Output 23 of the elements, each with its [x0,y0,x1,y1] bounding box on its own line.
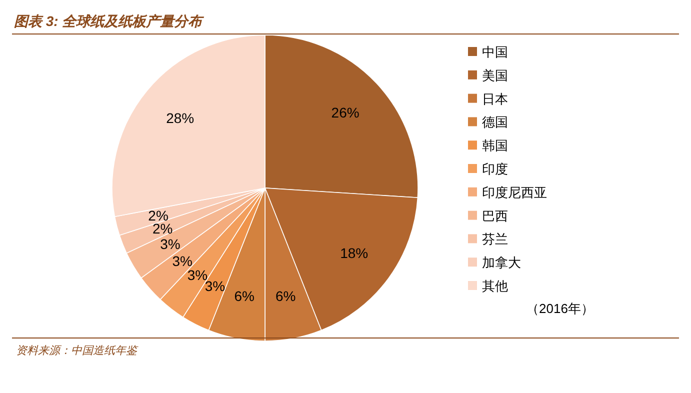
legend-label: 印度 [482,162,508,176]
data-label: 6% [234,288,254,304]
legend-label: 巴西 [482,208,508,224]
legend-label: 日本 [482,91,508,106]
data-label: 3% [160,236,180,252]
legend-label: 加拿大 [482,255,521,270]
data-label: 26% [331,104,360,121]
legend-label: 芬兰 [482,232,508,247]
text: （2016年） [526,301,594,316]
chart-title: 图表 3: 全球纸及纸板产量分布 [14,13,206,29]
data-label: 28% [166,110,194,126]
data-label: 3% [172,252,192,269]
legend-label: 德国 [482,114,508,130]
legend-label: 韩国 [482,138,508,154]
text: 资料来源：中国造纸年鉴 [16,344,139,357]
data-label: 18% [340,244,368,261]
data-label: 2% [148,207,168,224]
legend-label: 美国 [482,68,508,83]
legend-label: 印度尼西亚 [482,184,547,200]
legend-label: 其他 [482,278,508,294]
legend-label: 中国 [482,44,508,60]
data-label: 6% [276,288,296,304]
data-label: 2% [152,220,173,237]
